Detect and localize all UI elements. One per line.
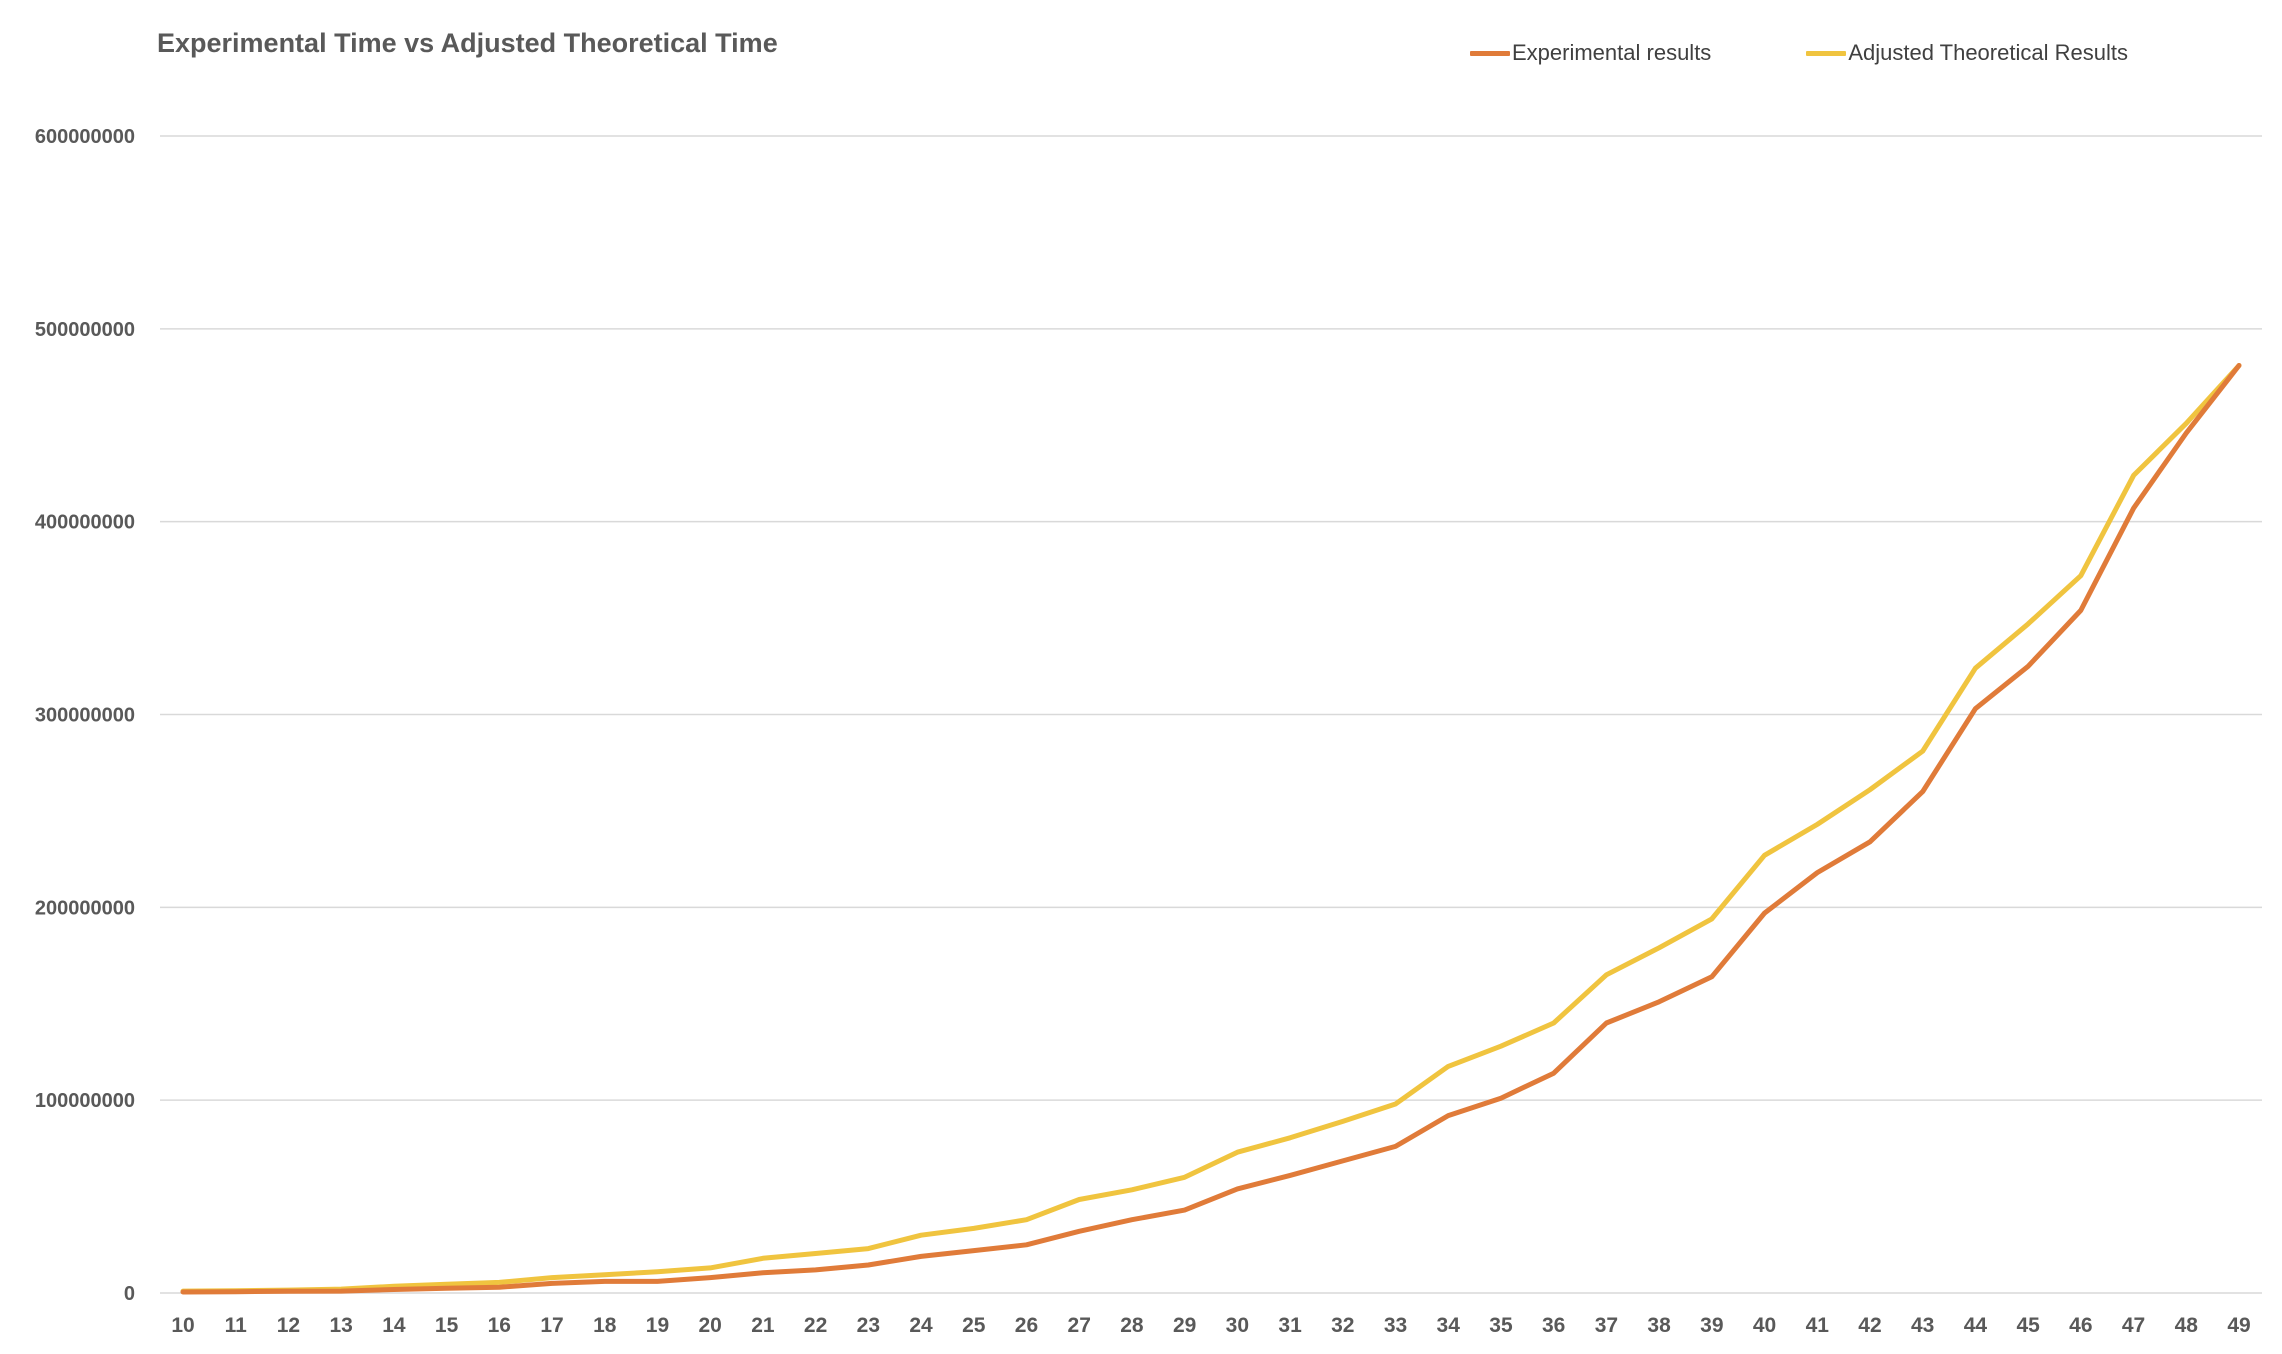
legend-label-theoretical: Adjusted Theoretical Results [1848,40,2128,65]
legend-item-theoretical: Adjusted Theoretical Results [1806,40,2128,66]
x-tick-label: 38 [1647,1314,1671,1337]
x-tick-label: 30 [1226,1314,1249,1337]
x-tick-label: 26 [1015,1314,1038,1337]
series-line-experimental [180,363,2242,1295]
x-tick-label: 24 [909,1314,933,1337]
x-tick-label: 36 [1542,1314,1565,1337]
x-tick-label: 11 [225,1314,248,1337]
y-tick-label: 400000000 [35,512,135,534]
y-tick-label: 0 [124,1283,135,1305]
x-tick-label: 34 [1437,1314,1461,1337]
x-tick-label: 12 [277,1314,300,1337]
legend-item-experimental: Experimental results [1470,40,1711,66]
x-tick-label: 10 [171,1314,194,1337]
y-tick-label: 500000000 [35,319,135,341]
x-tick-label: 46 [2069,1314,2092,1337]
x-tick-label: 22 [804,1314,827,1337]
x-tick-label: 27 [1068,1314,1091,1337]
x-tick-label: 31 [1278,1314,1302,1337]
y-tick-label: 600000000 [35,126,135,148]
x-tick-label: 17 [540,1314,563,1337]
x-tick-label: 18 [593,1314,617,1337]
legend-swatch-theoretical [1806,50,1847,56]
series-lines [180,363,2242,1295]
legend-swatch-experimental [1470,50,1510,56]
x-tick-label: 37 [1595,1314,1618,1337]
x-tick-label: 21 [751,1314,775,1337]
x-tick-label: 39 [1700,1314,1723,1337]
x-tick-label: 20 [698,1314,721,1337]
x-tick-label: 14 [382,1314,406,1337]
series-line-theoretical [180,363,2242,1294]
x-tick-label: 28 [1120,1314,1144,1337]
y-axis-ticks: 0 100000000 200000000 300000000 400000000 500… [35,126,135,1305]
y-tick-label: 200000000 [35,897,135,919]
grid-lines [160,135,2262,1294]
x-tick-label: 48 [2175,1314,2199,1337]
x-tick-label: 45 [2016,1314,2040,1337]
x-tick-label: 29 [1173,1314,1196,1337]
legend-label-experimental: Experimental results [1512,40,1712,65]
x-axis-ticks: 10 11 12 13 14 15 16 17 18 19 20 21 22 23 24 25 26 27 28 29… [171,1314,2250,1337]
chart-legend: Experimental results Adjusted Theoretica… [1470,40,2223,66]
y-tick-label: 300000000 [35,705,135,727]
x-tick-label: 19 [646,1314,669,1337]
x-tick-label: 32 [1331,1314,1354,1337]
chart-title: Experimental Time vs Adjusted Theoretica… [157,28,778,58]
x-tick-label: 16 [488,1314,511,1337]
x-tick-label: 15 [435,1314,459,1337]
y-tick-label: 100000000 [35,1090,135,1112]
x-tick-label: 13 [329,1314,352,1337]
x-tick-label: 25 [962,1314,986,1337]
x-tick-label: 47 [2122,1314,2145,1337]
x-tick-label: 35 [1489,1314,1513,1337]
x-tick-label: 42 [1858,1314,1881,1337]
x-tick-label: 23 [857,1314,880,1337]
x-tick-label: 41 [1806,1314,1830,1337]
x-tick-label: 49 [2227,1314,2250,1337]
x-tick-label: 40 [1753,1314,1776,1337]
x-tick-label: 43 [1911,1314,1934,1337]
x-tick-label: 33 [1384,1314,1407,1337]
x-tick-label: 44 [1964,1314,1988,1337]
